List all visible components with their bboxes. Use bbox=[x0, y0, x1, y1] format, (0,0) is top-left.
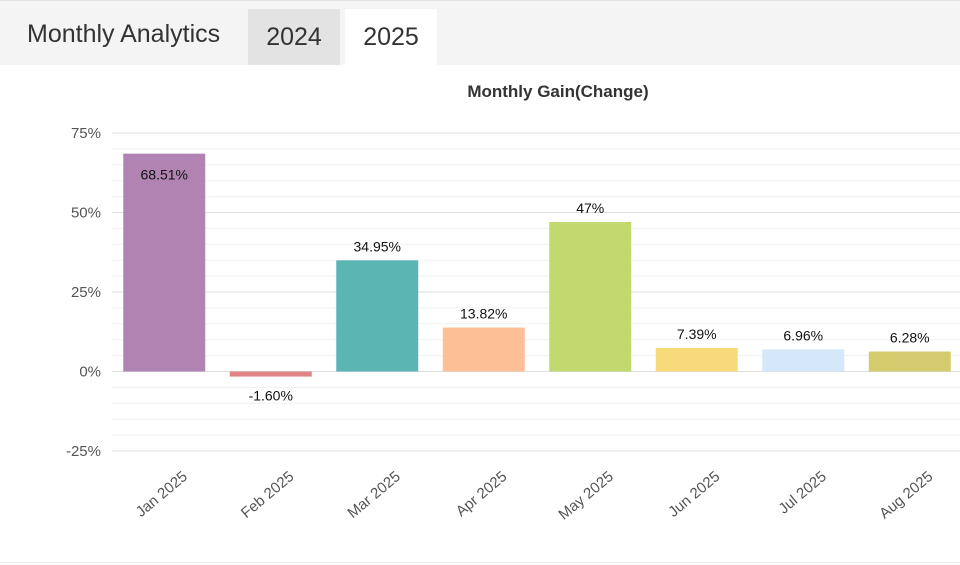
grid-lines bbox=[112, 132, 960, 452]
y-tick-label: 50% bbox=[71, 205, 101, 222]
x-tick-label: Jul 2025 bbox=[775, 468, 829, 517]
data-label: 34.95% bbox=[354, 238, 401, 254]
data-label: 6.96% bbox=[783, 327, 823, 343]
bottom-divider bbox=[0, 562, 960, 563]
chart-title: Monthly Gain(Change) bbox=[467, 82, 648, 101]
tab-2024[interactable]: 2024 bbox=[248, 9, 340, 66]
x-tick-label: Jan 2025 bbox=[133, 468, 191, 521]
x-tick-label: May 2025 bbox=[555, 468, 616, 523]
y-tick-label: 75% bbox=[71, 125, 101, 142]
data-label: 6.28% bbox=[890, 330, 930, 346]
y-axis: -25% 0% 25% 50% 75% bbox=[66, 125, 101, 460]
x-axis: Jan 2025 Feb 2025 Mar 2025 Apr 2025 May 2025… bbox=[133, 468, 937, 523]
x-tick-label: Apr 2025 bbox=[453, 468, 511, 520]
tab-2025[interactable]: 2025 bbox=[345, 9, 437, 66]
bar-mar-2025[interactable] bbox=[336, 260, 419, 372]
y-tick-label: -25% bbox=[66, 443, 101, 460]
bar-may-2025[interactable] bbox=[549, 222, 632, 372]
page-title: Monthly Analytics bbox=[27, 20, 221, 48]
x-tick-label: Feb 2025 bbox=[238, 468, 297, 522]
x-tick-label: Jun 2025 bbox=[665, 468, 723, 521]
data-label: 13.82% bbox=[460, 306, 507, 322]
data-label: 68.51% bbox=[141, 167, 188, 183]
x-tick-label: Mar 2025 bbox=[344, 468, 403, 522]
y-tick-label: 25% bbox=[71, 284, 101, 301]
header-bar: Monthly Analytics 2024 2025 bbox=[0, 0, 960, 66]
bar-feb-2025[interactable] bbox=[229, 371, 312, 377]
bar-jul-2025[interactable] bbox=[762, 349, 845, 372]
monthly-gain-chart: Monthly Gain(Change) -25% 0% 25% 50% 75% 68.… bbox=[66, 82, 960, 523]
bar-aug-2025[interactable] bbox=[868, 351, 951, 372]
data-label: 47% bbox=[576, 200, 604, 216]
y-tick-label: 0% bbox=[79, 364, 101, 381]
x-tick-label: Aug 2025 bbox=[876, 468, 936, 522]
bar-apr-2025[interactable] bbox=[442, 327, 525, 372]
data-label: 7.39% bbox=[677, 326, 717, 342]
bar-jan-2025[interactable] bbox=[123, 153, 206, 372]
chart-panel: Monthly Gain(Change) -25% 0% 25% 50% 75% 68.… bbox=[0, 65, 960, 565]
data-label: -1.60% bbox=[249, 388, 293, 404]
bars bbox=[123, 153, 951, 377]
data-labels: 68.51% -1.60% 34.95% 13.82% 47% 7.39% 6.96% 6.2… bbox=[141, 167, 930, 404]
bar-jun-2025[interactable] bbox=[655, 347, 738, 372]
